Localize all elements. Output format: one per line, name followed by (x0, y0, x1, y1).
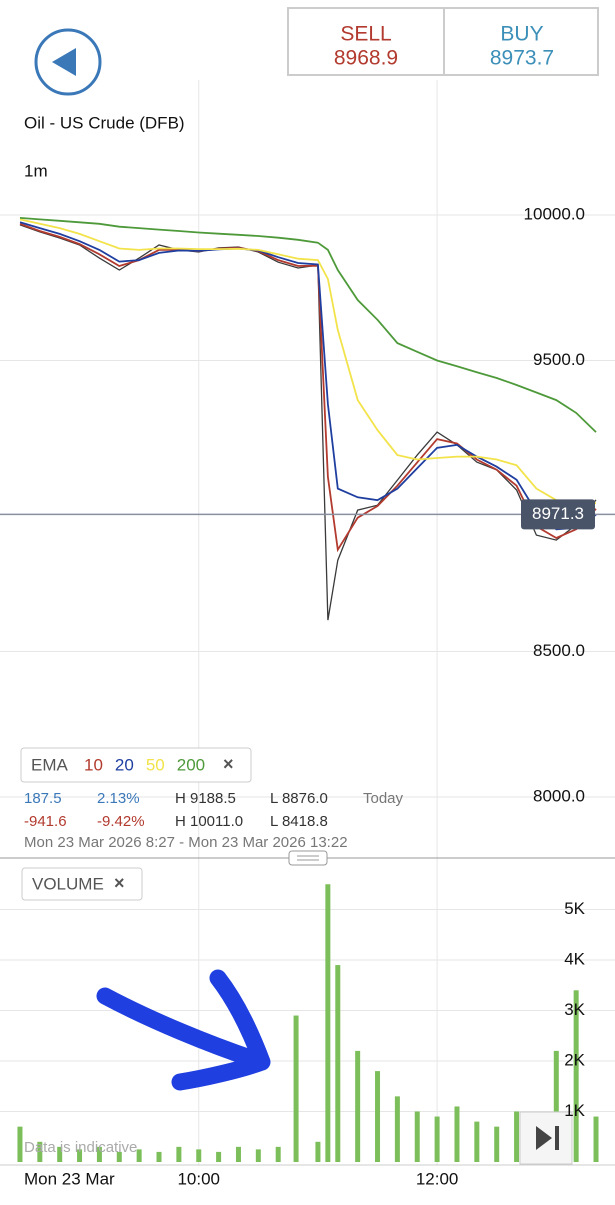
volume-bar (553, 1050, 559, 1162)
stat-low: L 8876.0 (270, 790, 328, 807)
volume-bar (293, 1015, 299, 1162)
buy-button[interactable]: BUY 8973.7 (490, 23, 554, 70)
y-tick-label: 8000.0 (533, 787, 585, 806)
buy-label: BUY (500, 23, 543, 46)
volume-bar (494, 1126, 500, 1162)
volume-bar (275, 1146, 281, 1162)
indicator-label: EMA (31, 755, 69, 774)
back-icon (52, 48, 76, 76)
x-start-label: Mon 23 Mar (24, 1169, 115, 1188)
volume-bar (156, 1151, 162, 1162)
volume-bar (375, 1071, 381, 1162)
volume-bar (136, 1149, 142, 1162)
y-tick-label: 4K (564, 949, 585, 968)
volume-bar (474, 1121, 480, 1162)
volume-close[interactable]: × (114, 873, 125, 893)
volume-bar (355, 1050, 361, 1162)
volume-bar (255, 1149, 261, 1162)
legend-entry: 20 (115, 755, 134, 774)
sell-button[interactable]: SELL 8968.9 (334, 23, 398, 70)
annotation-arrow (96, 969, 271, 1091)
stat-change-pct: 2.13% (97, 790, 140, 807)
disclaimer: Data is indicative (24, 1139, 137, 1156)
stat-high2: H 10011.0 (175, 813, 243, 830)
volume-bar (17, 1126, 23, 1162)
volume-bar (434, 1116, 440, 1162)
volume-bar (414, 1111, 420, 1162)
stat-low2: L 8418.8 (270, 813, 328, 830)
current-price-tag (521, 499, 595, 530)
volume-bar (37, 1141, 43, 1162)
sell-label: SELL (340, 23, 391, 46)
volume-box[interactable] (21, 867, 143, 901)
volume-bar (57, 1146, 63, 1162)
legend-entry: 10 (84, 755, 103, 774)
x-tick-label: 10:00 (177, 1169, 220, 1188)
volume-bar (96, 1146, 102, 1162)
volume-bar (335, 965, 341, 1162)
legend-entry: 200 (177, 755, 205, 774)
volume-bar (77, 1149, 83, 1162)
y-tick-label: 5K (564, 899, 585, 918)
stat-change2-pct: -9.42% (97, 813, 145, 830)
y-tick-label: 2K (564, 1050, 585, 1069)
volume-bar (315, 1141, 321, 1162)
y-tick-label: 10000.0 (524, 205, 585, 224)
instrument: Oil - US Crude (DFB) (24, 113, 185, 132)
stat-change: 187.5 (24, 790, 62, 807)
indicator-box[interactable] (20, 747, 252, 783)
legend-entry: 50 (146, 755, 165, 774)
date-range: Mon 23 Mar 2026 8:27 - Mon 23 Mar 2026 1… (24, 834, 348, 851)
timeframe[interactable]: 1m (24, 161, 48, 180)
stat-period: Today (363, 790, 404, 807)
y-tick-label: 9500.0 (533, 350, 585, 369)
ema-line (19, 221, 597, 531)
stat-high: H 9188.5 (175, 790, 236, 807)
scroll-end-icon (536, 1126, 559, 1150)
resize-handle[interactable] (288, 850, 328, 866)
volume-bar (325, 884, 331, 1162)
y-tick-label: 3K (564, 1000, 585, 1019)
ema-line (19, 222, 597, 553)
volume-label: VOLUME (32, 874, 104, 893)
current-price-label: 8971.3 (532, 504, 584, 523)
buy-price: 8973.7 (490, 47, 554, 70)
volume-bar (176, 1146, 182, 1162)
volume-bar (454, 1106, 460, 1162)
volume-bar (593, 1116, 599, 1162)
volume-bar (514, 1111, 520, 1162)
indicator-close[interactable]: × (223, 754, 234, 774)
volume-bar (116, 1151, 122, 1162)
volume-bar (235, 1146, 241, 1162)
price-line (19, 224, 597, 621)
volume-bar (394, 1096, 400, 1162)
ema-line (19, 217, 597, 433)
volume-bar (573, 990, 579, 1162)
volume-bar (216, 1151, 222, 1162)
ema-line (19, 218, 596, 504)
y-tick-label: 8500.0 (533, 641, 585, 660)
y-tick-label: 1K (564, 1101, 585, 1120)
sell-price: 8968.9 (334, 47, 398, 70)
volume-bar (196, 1149, 202, 1162)
stat-change2: -941.6 (24, 813, 67, 830)
x-tick-label: 12:00 (416, 1169, 459, 1188)
